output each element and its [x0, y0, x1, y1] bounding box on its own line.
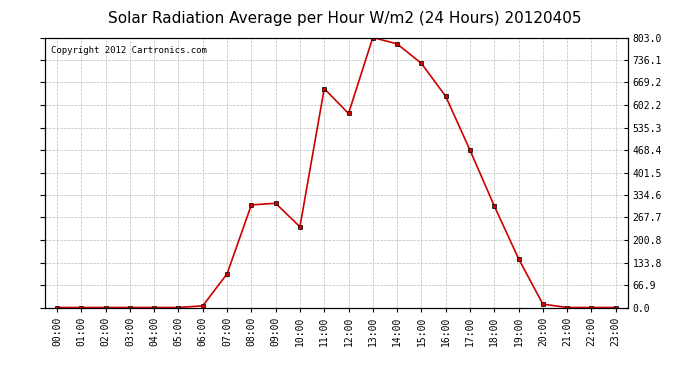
Text: Copyright 2012 Cartronics.com: Copyright 2012 Cartronics.com — [50, 46, 206, 55]
Text: Solar Radiation Average per Hour W/m2 (24 Hours) 20120405: Solar Radiation Average per Hour W/m2 (2… — [108, 11, 582, 26]
